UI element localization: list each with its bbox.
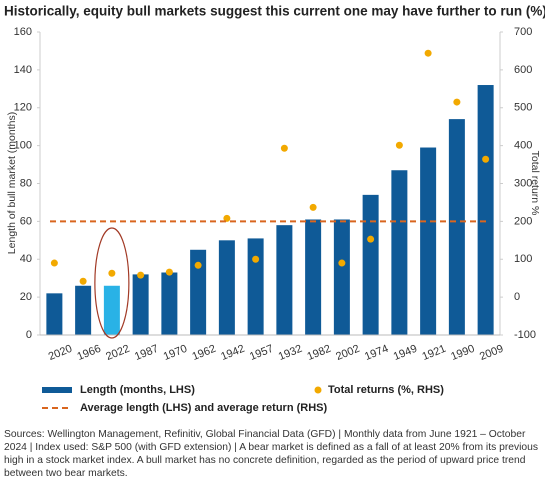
- x-tick-label: 2022: [104, 343, 131, 363]
- return-dot: [137, 271, 145, 279]
- return-dot: [50, 259, 58, 267]
- y-tick-label: 60: [20, 215, 32, 227]
- return-dot: [338, 259, 346, 267]
- y-tick-label: 120: [14, 102, 32, 114]
- bar: [103, 285, 120, 335]
- legend-label: Average length (LHS) and average return …: [80, 402, 327, 414]
- y2-tick-label: 700: [514, 26, 532, 38]
- y-tick-label: 20: [20, 291, 32, 303]
- return-dot: [367, 235, 375, 243]
- return-dot: [309, 203, 317, 211]
- return-dot: [108, 269, 116, 277]
- x-tick-label: 1966: [75, 343, 102, 363]
- y-tick-label: 140: [14, 64, 32, 76]
- bar: [362, 194, 379, 335]
- x-tick-label: 1957: [248, 343, 275, 363]
- bar: [190, 249, 207, 335]
- bar: [477, 85, 494, 336]
- bar: [391, 170, 408, 335]
- footnote: Sources: Wellington Management, Refiniti…: [4, 429, 539, 479]
- x-tick-label: 1974: [363, 343, 390, 363]
- return-dot: [280, 144, 288, 152]
- x-tick-label: 1949: [392, 343, 419, 363]
- return-dot: [424, 49, 432, 57]
- y2-tick-label: 600: [514, 64, 532, 76]
- chart: Historically, equity bull markets sugges…: [4, 4, 545, 414]
- return-dot: [223, 214, 231, 222]
- x-tick-label: 2020: [47, 343, 74, 363]
- y2-axis-label: Total return %: [529, 151, 541, 216]
- return-dot: [482, 155, 490, 163]
- x-tick-label: 1921: [420, 343, 447, 363]
- y-tick-label: 40: [20, 253, 32, 265]
- x-tick-label: 1932: [277, 343, 304, 363]
- x-tick-label: 2002: [334, 343, 361, 363]
- return-dot: [395, 141, 403, 149]
- bar: [333, 219, 350, 335]
- y-tick-label: 160: [14, 26, 32, 38]
- y-tick-label: 80: [20, 177, 32, 189]
- y2-tick-label: -100: [514, 329, 536, 341]
- y2-tick-label: 200: [514, 215, 532, 227]
- x-tick-label: 1942: [219, 343, 246, 363]
- bar: [46, 293, 63, 335]
- bar: [276, 225, 293, 335]
- x-tick-label: 1982: [305, 343, 332, 363]
- bar: [132, 274, 149, 335]
- return-dot: [194, 261, 202, 269]
- x-tick-label: 1962: [190, 343, 217, 363]
- bar: [161, 272, 178, 335]
- x-tick-label: 2009: [478, 343, 505, 363]
- legend-label: Total returns (%, RHS): [328, 384, 444, 396]
- y-tick-label: 0: [26, 329, 32, 341]
- y2-tick-label: 400: [514, 140, 532, 152]
- legend-swatch: [42, 387, 72, 393]
- return-dot: [252, 255, 260, 263]
- y2-tick-label: 100: [514, 253, 532, 265]
- bar: [420, 147, 437, 335]
- chart-title: Historically, equity bull markets sugges…: [4, 4, 545, 19]
- bar: [75, 285, 92, 335]
- bar: [305, 219, 322, 335]
- x-tick-label: 1987: [133, 343, 160, 363]
- y2-tick-label: 0: [514, 291, 520, 303]
- bar: [448, 119, 465, 335]
- y-tick-label: 100: [14, 140, 32, 152]
- return-dot: [165, 268, 173, 276]
- y2-tick-label: 300: [514, 177, 532, 189]
- return-dot: [79, 277, 87, 285]
- y2-tick-label: 500: [514, 102, 532, 114]
- return-dot: [453, 98, 461, 106]
- annotation-circle: [94, 227, 130, 339]
- legend-swatch: [314, 386, 322, 394]
- legend-label: Length (months, LHS): [80, 384, 195, 396]
- x-tick-label: 1970: [162, 343, 189, 363]
- bar: [247, 238, 264, 335]
- y-axis-label: Length of bull market (months): [6, 112, 18, 254]
- x-tick-label: 1990: [449, 343, 476, 363]
- bar: [218, 240, 235, 335]
